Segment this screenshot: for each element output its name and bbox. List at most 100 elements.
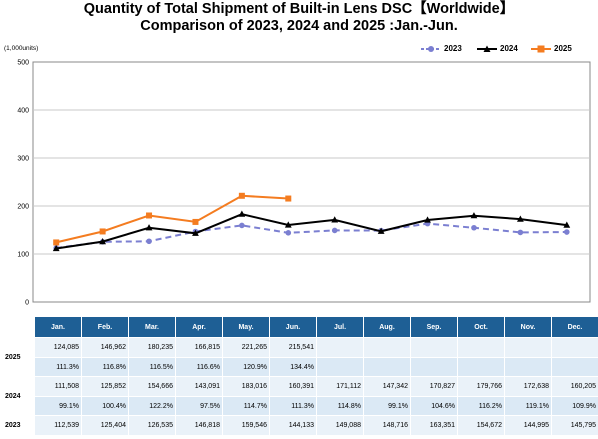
data-point-2025 xyxy=(99,228,106,235)
shipment-value-cell: 147,342 xyxy=(363,376,411,397)
yoy-percent-cell: 114.7% xyxy=(222,396,270,416)
data-table: Jan. Feb. Mar. Apr. May. Jun. Jul. Aug. … xyxy=(0,316,598,436)
legend-2023-marker-icon xyxy=(421,45,441,52)
shipment-value-cell: 166,815 xyxy=(175,337,223,358)
legend-2024: 2024 xyxy=(476,44,518,53)
shipment-value-cell: 149,088 xyxy=(316,415,364,436)
chart-title-line1: Quantity of Total Shipment of Built-in L… xyxy=(83,1,515,17)
yoy-percent-cell: 134.4% xyxy=(269,357,317,377)
y-tick-label: 0 xyxy=(25,300,29,307)
yoy-percent-cell xyxy=(316,357,364,377)
shipment-value-cell: 126,535 xyxy=(128,415,176,436)
table-corner xyxy=(0,316,35,338)
month-header: Feb. xyxy=(81,316,129,338)
data-point-2024 xyxy=(284,221,292,228)
data-point-2023 xyxy=(331,227,338,234)
yoy-percent-cell: 111.3% xyxy=(269,396,317,416)
table-row: 111.3% 116.8% 116.5% 116.6% 120.9% 134.4% xyxy=(1,357,598,377)
legend-2025-marker-icon xyxy=(531,45,551,52)
shipment-value-cell: 146,818 xyxy=(175,415,223,436)
yoy-percent-cell xyxy=(363,357,411,377)
month-header: Oct. xyxy=(457,316,505,338)
yoy-percent-cell: 99.1% xyxy=(34,396,82,416)
yoy-percent-cell: 97.5% xyxy=(175,396,223,416)
shipment-value-cell: 145,795 xyxy=(551,415,598,436)
shipment-value-cell: 125,852 xyxy=(81,376,129,397)
shipment-value-cell: 180,235 xyxy=(128,337,176,358)
shipment-value-cell: 160,391 xyxy=(269,376,317,397)
data-point-2025 xyxy=(146,212,153,219)
shipment-value-cell: 215,541 xyxy=(269,337,317,358)
yoy-percent-cell: 116.6% xyxy=(175,357,223,377)
yoy-percent-cell: 114.8% xyxy=(316,396,364,416)
data-point-2023 xyxy=(239,222,245,229)
yoy-percent-cell xyxy=(504,357,552,377)
legend-2024-marker-icon xyxy=(477,45,497,52)
data-point-2024 xyxy=(331,216,339,223)
yoy-percent-cell xyxy=(457,357,505,377)
data-point-2023 xyxy=(471,224,477,231)
month-header: May. xyxy=(222,316,270,338)
table-row: 2023 112,539 125,404 126,535 146,818 159,546 1… xyxy=(0,415,598,436)
yoy-percent-cell: 104.6% xyxy=(410,396,458,416)
legend-2023: 2023 xyxy=(420,44,462,53)
data-point-2024 xyxy=(470,212,478,219)
year-label: 2023 xyxy=(0,415,35,436)
data-point-2023 xyxy=(285,230,292,236)
legend-2023-label: 2023 xyxy=(444,44,462,53)
yoy-percent-cell: 120.9% xyxy=(222,357,270,377)
y-tick-label: 400 xyxy=(17,108,29,115)
line-chart: 0 100 200 300 400 500 xyxy=(17,60,591,307)
data-point-2024 xyxy=(238,210,246,217)
month-header: Apr. xyxy=(175,316,223,338)
data-point-2023 xyxy=(563,229,570,235)
series-line-2024 xyxy=(56,213,567,250)
month-header: Jun. xyxy=(269,316,317,338)
shipment-value-cell: 154,672 xyxy=(457,415,505,436)
shipment-value-cell: 170,827 xyxy=(410,376,458,397)
shipment-value-cell: 221,265 xyxy=(222,337,270,358)
data-point-2024 xyxy=(424,216,431,223)
month-header: Jul. xyxy=(316,316,364,338)
data-point-2023 xyxy=(517,229,524,236)
data-point-2024 xyxy=(377,227,385,234)
table-header-row: Jan. Feb. Mar. Apr. May. Jun. Jul. Aug. … xyxy=(0,316,598,338)
year-label: 2025 xyxy=(0,337,35,377)
table-row: 2025 124,085 146,962 180,235 166,815 221,265 2… xyxy=(0,337,598,377)
data-point-2023 xyxy=(146,238,152,245)
shipment-value-cell: 144,995 xyxy=(504,415,552,436)
yoy-percent-cell xyxy=(551,357,598,377)
shipment-value-cell: 111,508 xyxy=(34,376,82,397)
y-tick-label: 300 xyxy=(17,156,29,163)
yoy-percent-cell: 100.4% xyxy=(81,396,129,416)
shipment-value-cell: 144,133 xyxy=(269,415,317,436)
yoy-percent-cell: 99.1% xyxy=(363,396,411,416)
data-point-2024 xyxy=(192,229,199,236)
shipment-value-cell: 171,112 xyxy=(316,376,364,397)
shipment-value-cell: 160,205 xyxy=(551,376,598,397)
yoy-percent-cell: 116.8% xyxy=(81,357,129,377)
data-point-2025 xyxy=(53,239,60,246)
table-row: 99.1% 100.4% 122.2% 97.5% 114.7% 111.3% 114.8%… xyxy=(1,396,598,416)
legend-2025-label: 2025 xyxy=(554,44,572,53)
shipment-value-cell xyxy=(363,337,411,358)
data-point-2024 xyxy=(99,237,107,245)
shipment-value-cell xyxy=(410,337,458,358)
series-line-2023 xyxy=(56,222,567,249)
year-label: 2024 xyxy=(0,376,35,416)
month-header: Jan. xyxy=(34,316,82,338)
table-body: 2025 124,085 146,962 180,235 166,815 221,265 2… xyxy=(0,337,598,436)
month-header: Dec. xyxy=(551,316,598,338)
shipment-value-cell xyxy=(316,337,364,358)
legend-2025: 2025 xyxy=(530,44,572,53)
yoy-percent-cell: 109.9% xyxy=(551,396,598,416)
data-point-2024 xyxy=(52,244,60,252)
data-point-2024 xyxy=(516,215,524,222)
table-row: 2024 111,508 125,852 154,666 143,091 183,016 1… xyxy=(0,376,598,416)
shipment-value-cell: 172,638 xyxy=(504,376,552,397)
data-point-2024 xyxy=(145,224,153,231)
shipment-value-cell: 159,546 xyxy=(222,415,270,436)
y-tick-label: 200 xyxy=(17,204,29,211)
shipment-value-cell: 146,962 xyxy=(81,337,129,358)
legend-2024-label: 2024 xyxy=(500,44,518,53)
